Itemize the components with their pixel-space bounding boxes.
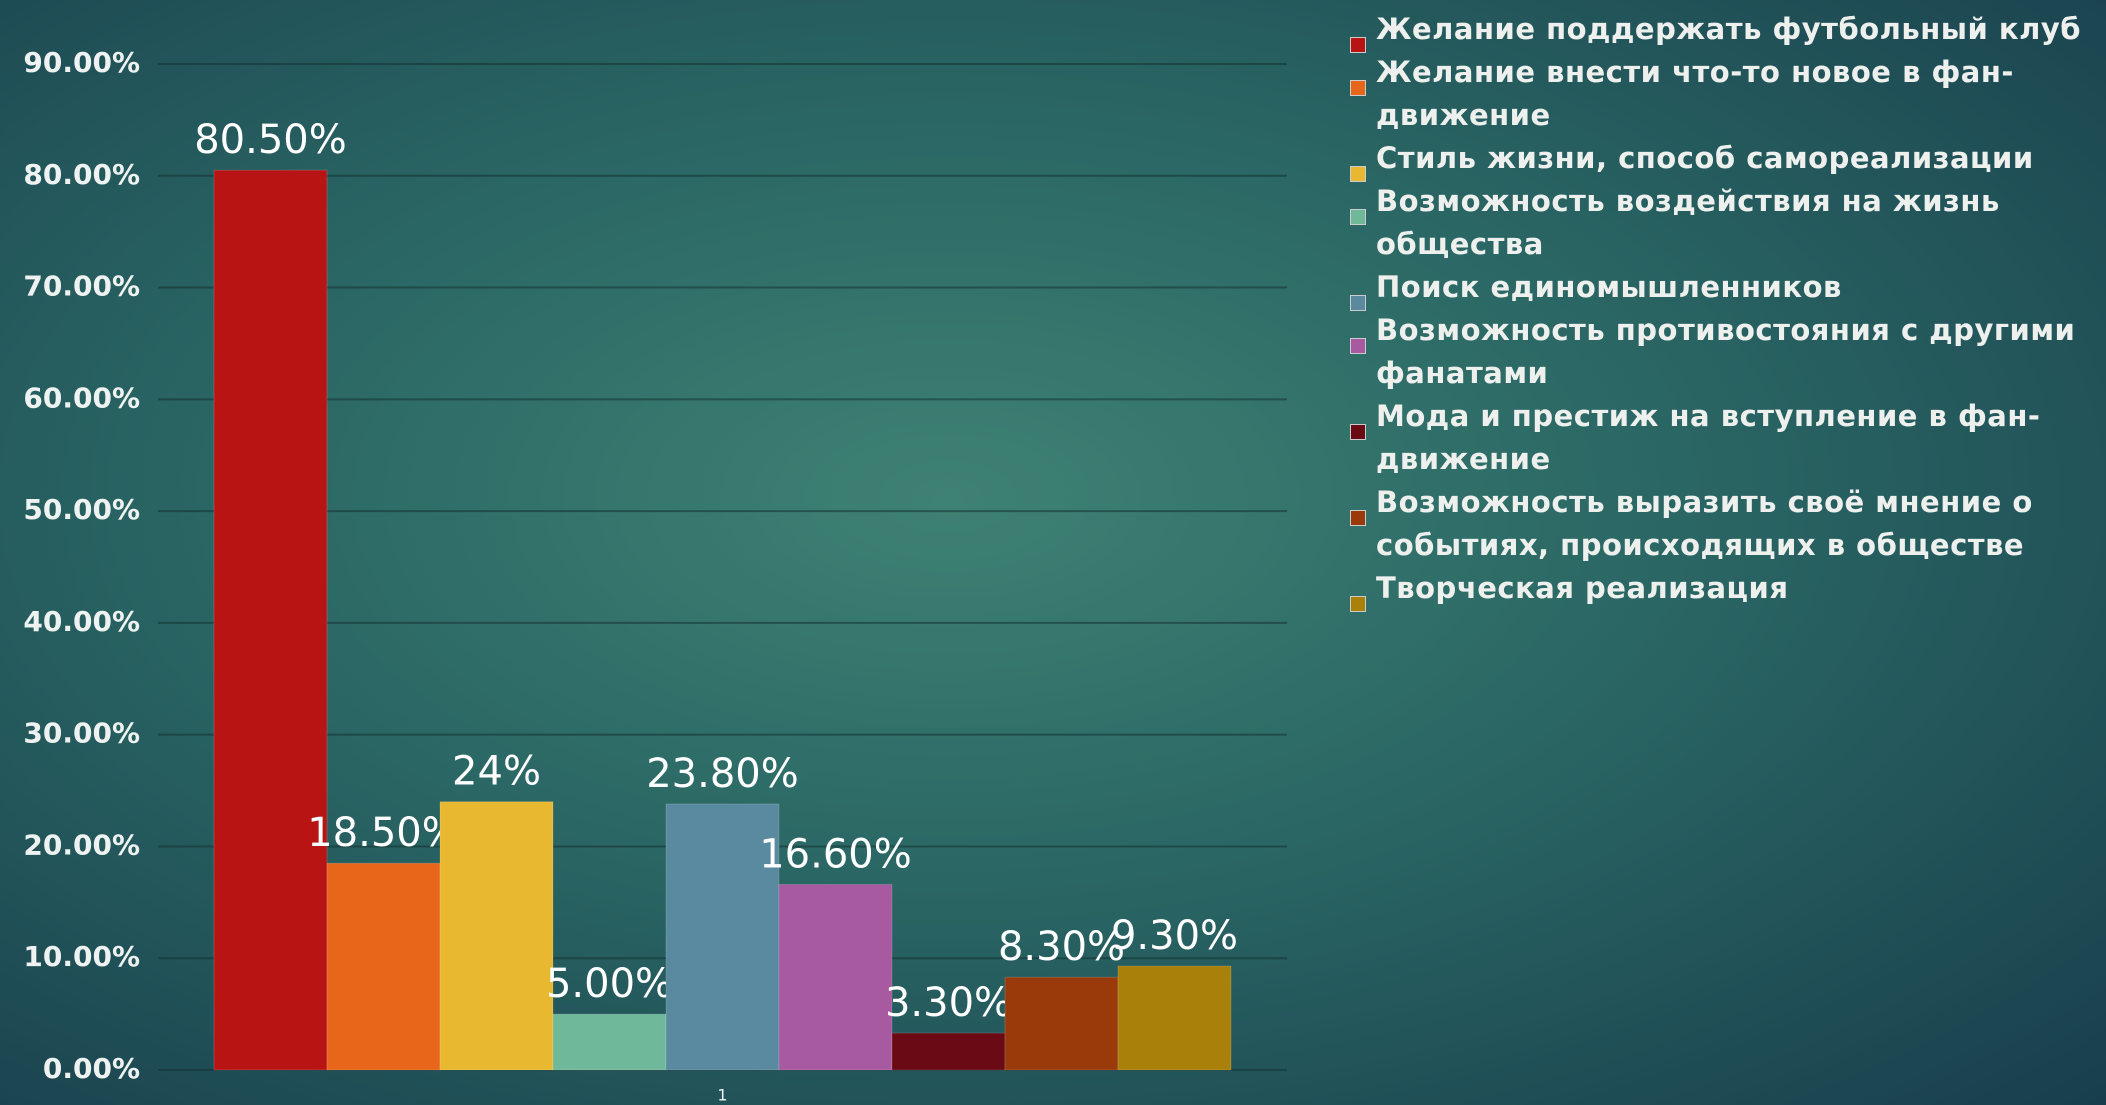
bar	[1117, 965, 1232, 1071]
x-tick-label: 1	[717, 1086, 727, 1105]
legend-marker	[1350, 166, 1366, 182]
value-label: 16.60%	[759, 831, 912, 877]
legend-marker	[1350, 510, 1366, 526]
legend-label: Возможность выразить своё мнение о событ…	[1376, 485, 2033, 562]
bar	[665, 803, 780, 1071]
y-tick-label: 70.00%	[23, 270, 140, 303]
y-tick-label: 0.00%	[43, 1052, 140, 1085]
legend-marker	[1350, 596, 1366, 612]
bar	[213, 169, 328, 1071]
legend-marker	[1350, 80, 1366, 96]
legend-marker	[1350, 37, 1366, 53]
legend-item: Возможность выразить своё мнение о событ…	[1350, 481, 2100, 567]
legend-label: Желание внести что-то новое в фан-движен…	[1376, 55, 2014, 132]
y-tick-label: 10.00%	[23, 940, 140, 973]
legend-label: Возможность воздействия на жизнь обществ…	[1376, 184, 2000, 261]
legend-item: Возможность противостояния с другими фан…	[1350, 309, 2100, 395]
bar	[778, 883, 893, 1071]
bar	[439, 801, 554, 1071]
legend-label: Творческая реализация	[1376, 571, 1789, 605]
y-tick-label: 90.00%	[23, 46, 140, 79]
legend-item: Творческая реализация	[1350, 567, 2100, 612]
bar	[326, 862, 441, 1071]
bar	[552, 1013, 667, 1071]
value-label: 8.30%	[998, 924, 1125, 970]
legend-marker	[1350, 338, 1366, 354]
y-tick-label: 20.00%	[23, 828, 140, 861]
bar	[1004, 976, 1119, 1071]
legend-marker	[1350, 424, 1366, 440]
legend-item: Возможность воздействия на жизнь обществ…	[1350, 180, 2100, 266]
legend-item: Желание внести что-то новое в фан-движен…	[1350, 51, 2100, 137]
value-label: 23.80%	[646, 751, 799, 797]
legend-label: Поиск единомышленников	[1376, 270, 1842, 304]
bar	[891, 1032, 1006, 1071]
legend-label: Мода и престиж на вступление в фан-движе…	[1376, 399, 2041, 476]
legend-marker	[1350, 295, 1366, 311]
legend-item: Поиск единомышленников	[1350, 266, 2100, 311]
legend-item: Стиль жизни, способ самореализации	[1350, 137, 2100, 182]
legend: Желание поддержать футбольный клуб Желани…	[1350, 8, 2100, 612]
y-tick-label: 80.00%	[23, 158, 140, 191]
legend-label: Желание поддержать футбольный клуб	[1376, 12, 2081, 46]
value-label: 9.30%	[1111, 913, 1238, 959]
value-label: 18.50%	[307, 810, 460, 856]
legend-marker	[1350, 209, 1366, 225]
y-tick-label: 30.00%	[23, 717, 140, 750]
value-label: 80.50%	[194, 117, 347, 163]
legend-label: Возможность противостояния с другими фан…	[1376, 313, 2076, 390]
value-label: 3.30%	[885, 980, 1012, 1026]
value-label: 5.00%	[546, 961, 673, 1007]
y-tick-label: 40.00%	[23, 605, 140, 638]
y-tick-label: 60.00%	[23, 381, 140, 414]
value-label: 24%	[452, 749, 541, 795]
y-tick-label: 50.00%	[23, 493, 140, 526]
legend-item: Мода и престиж на вступление в фан-движе…	[1350, 395, 2100, 481]
legend-item: Желание поддержать футбольный клуб	[1350, 8, 2100, 53]
legend-label: Стиль жизни, способ самореализации	[1376, 141, 2034, 175]
